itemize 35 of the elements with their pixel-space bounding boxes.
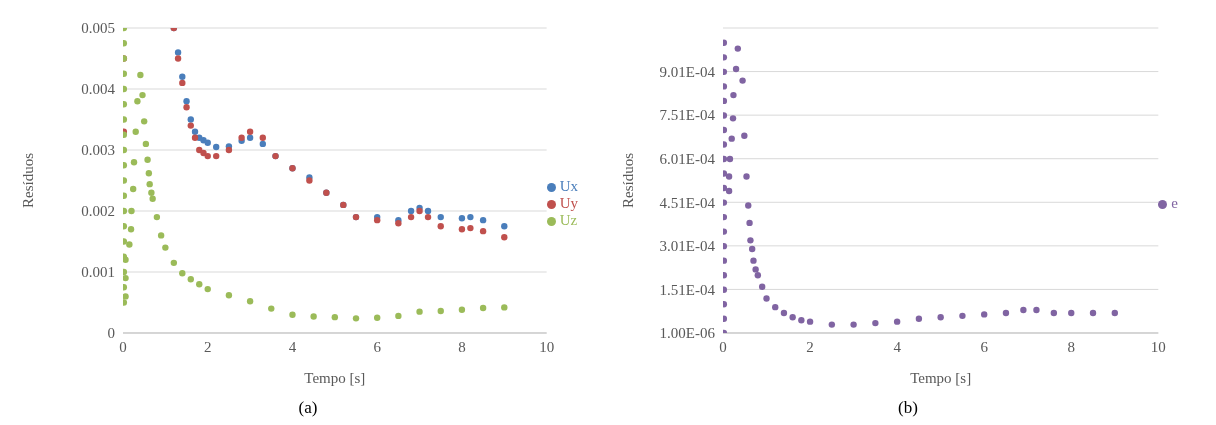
legend-label: Uz xyxy=(559,211,578,228)
x-tick-label: 0 xyxy=(719,338,727,355)
x-tick-label: 2 xyxy=(806,338,814,355)
y-tick-label: 1.51E-04 xyxy=(659,281,716,298)
x-axis-title: Tempo [s] xyxy=(910,370,972,386)
x-tick-label: 6 xyxy=(373,338,382,355)
y-tick-label: 7.51E-04 xyxy=(659,107,716,124)
text: (a) xyxy=(297,398,319,418)
legend-label: Uy xyxy=(559,194,578,211)
x-tick-label: 0 xyxy=(119,338,127,355)
y-axis-title: Resíduos xyxy=(620,152,637,209)
y-tick-label: 3.01E-04 xyxy=(659,238,716,255)
y-tick-label: 1.00E-06 xyxy=(659,325,716,342)
x-tick-label: 10 xyxy=(1150,338,1166,355)
y-tick-label: 0.005 xyxy=(81,20,115,37)
y-tick-label: 9.01E-04 xyxy=(659,63,716,80)
y-tick-label: 6.01E-04 xyxy=(659,151,716,168)
y-tick-label: 0.001 xyxy=(81,264,115,281)
y-tick-label: 0.003 xyxy=(81,142,115,159)
y-axis-title: Resíduos xyxy=(20,152,37,209)
x-tick-label: 8 xyxy=(458,338,466,355)
x-tick-label: 8 xyxy=(1067,338,1076,355)
x-axis-title: Tempo [s] xyxy=(304,370,366,386)
x-tick-label: 4 xyxy=(893,338,902,355)
x-tick-label: 10 xyxy=(539,338,555,355)
legend-label: e xyxy=(1171,194,1178,211)
legend-label: Ux xyxy=(559,177,578,194)
text: (b) xyxy=(897,398,919,418)
y-tick-label: 0.002 xyxy=(81,203,115,220)
y-tick-label: 4.51E-04 xyxy=(659,194,716,211)
x-tick-label: 6 xyxy=(980,338,989,355)
y-tick-label: 0.004 xyxy=(81,81,116,98)
x-tick-label: 2 xyxy=(203,338,212,355)
y-tick-label: 0 xyxy=(107,325,115,342)
x-tick-label: 4 xyxy=(288,338,297,355)
